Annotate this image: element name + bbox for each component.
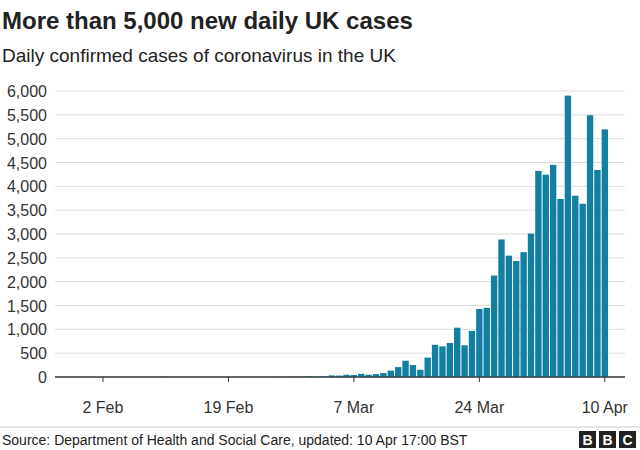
y-tick-label: 3,500 — [7, 202, 47, 219]
bar — [417, 370, 423, 377]
footer-rule — [0, 427, 640, 428]
bar — [602, 129, 608, 377]
y-tick-label: 5,500 — [7, 107, 47, 124]
bar — [513, 261, 519, 377]
y-tick-label: 6,000 — [7, 83, 47, 100]
bar — [520, 252, 526, 377]
bar — [388, 371, 394, 377]
y-tick-label: 1,500 — [7, 298, 47, 315]
logo-box — [619, 431, 636, 448]
bar — [565, 96, 571, 377]
bar — [506, 256, 512, 377]
bar — [535, 171, 541, 377]
grid-line — [55, 377, 625, 378]
x-tick — [604, 377, 605, 382]
y-tick-label: 1,000 — [7, 321, 47, 338]
title: More than 5,000 new daily UK cases — [2, 7, 413, 34]
logo: BBC — [579, 431, 636, 448]
bar — [528, 234, 534, 377]
y-tick-label: 2,000 — [7, 274, 47, 291]
source: Source: Department of Health and Social … — [2, 432, 468, 448]
bar — [557, 199, 563, 377]
bar — [447, 343, 453, 377]
x-tick — [102, 377, 103, 382]
logo-letter: B — [602, 432, 612, 448]
x-tick-label: 24 Mar — [454, 399, 504, 416]
logo-letter: B — [582, 432, 592, 448]
bar — [395, 367, 401, 377]
bar — [425, 358, 431, 377]
bar — [550, 165, 556, 377]
grid-line — [55, 138, 625, 139]
x-tick — [479, 377, 480, 382]
logo-box — [579, 431, 596, 448]
subtitle: Daily confirmed cases of coronavirus in … — [2, 45, 396, 66]
x-tick-label: 2 Feb — [83, 399, 124, 416]
y-tick-label: 2,500 — [7, 250, 47, 267]
grid-line — [55, 91, 625, 92]
bars — [85, 96, 608, 377]
bar — [476, 309, 482, 377]
bar — [484, 308, 490, 377]
bar — [469, 331, 475, 377]
bar — [543, 175, 549, 377]
bar — [402, 361, 408, 377]
bar — [380, 373, 386, 377]
y-tick-label: 5,000 — [7, 131, 47, 148]
grid — [55, 91, 625, 377]
x-tick — [353, 377, 354, 382]
bar — [587, 115, 593, 377]
bar — [498, 239, 504, 377]
bar — [432, 345, 438, 377]
bar — [454, 328, 460, 377]
bar — [439, 346, 445, 377]
logo-box — [599, 431, 616, 448]
y-tick-label: 500 — [20, 345, 47, 362]
bar — [491, 276, 497, 377]
bar — [594, 170, 600, 377]
y-tick-label: 4,000 — [7, 178, 47, 195]
y-tick-label: 0 — [38, 369, 47, 386]
bar — [410, 365, 416, 377]
bar — [461, 345, 467, 377]
x-axis-line — [55, 377, 625, 378]
x-tick — [228, 377, 229, 382]
x-tick-label: 19 Feb — [204, 399, 254, 416]
bar — [572, 196, 578, 377]
x-tick-label: 7 Mar — [333, 399, 375, 416]
grid-line — [55, 162, 625, 163]
grid-line — [55, 114, 625, 115]
x-tick-label: 10 Apr — [582, 399, 629, 416]
y-tick-label: 4,500 — [7, 155, 47, 172]
logo-letter: C — [622, 432, 632, 448]
chart: More than 5,000 new daily UK cases Daily … — [0, 0, 640, 450]
bar — [579, 204, 585, 377]
y-tick-label: 3,000 — [7, 226, 47, 243]
